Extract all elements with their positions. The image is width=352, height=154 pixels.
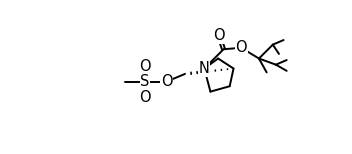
Text: O: O <box>139 59 151 74</box>
Text: O: O <box>235 40 247 55</box>
Text: O: O <box>139 89 151 105</box>
Text: O: O <box>161 74 172 89</box>
Text: O: O <box>213 28 225 43</box>
Text: N: N <box>199 61 210 76</box>
Text: S: S <box>140 74 150 89</box>
